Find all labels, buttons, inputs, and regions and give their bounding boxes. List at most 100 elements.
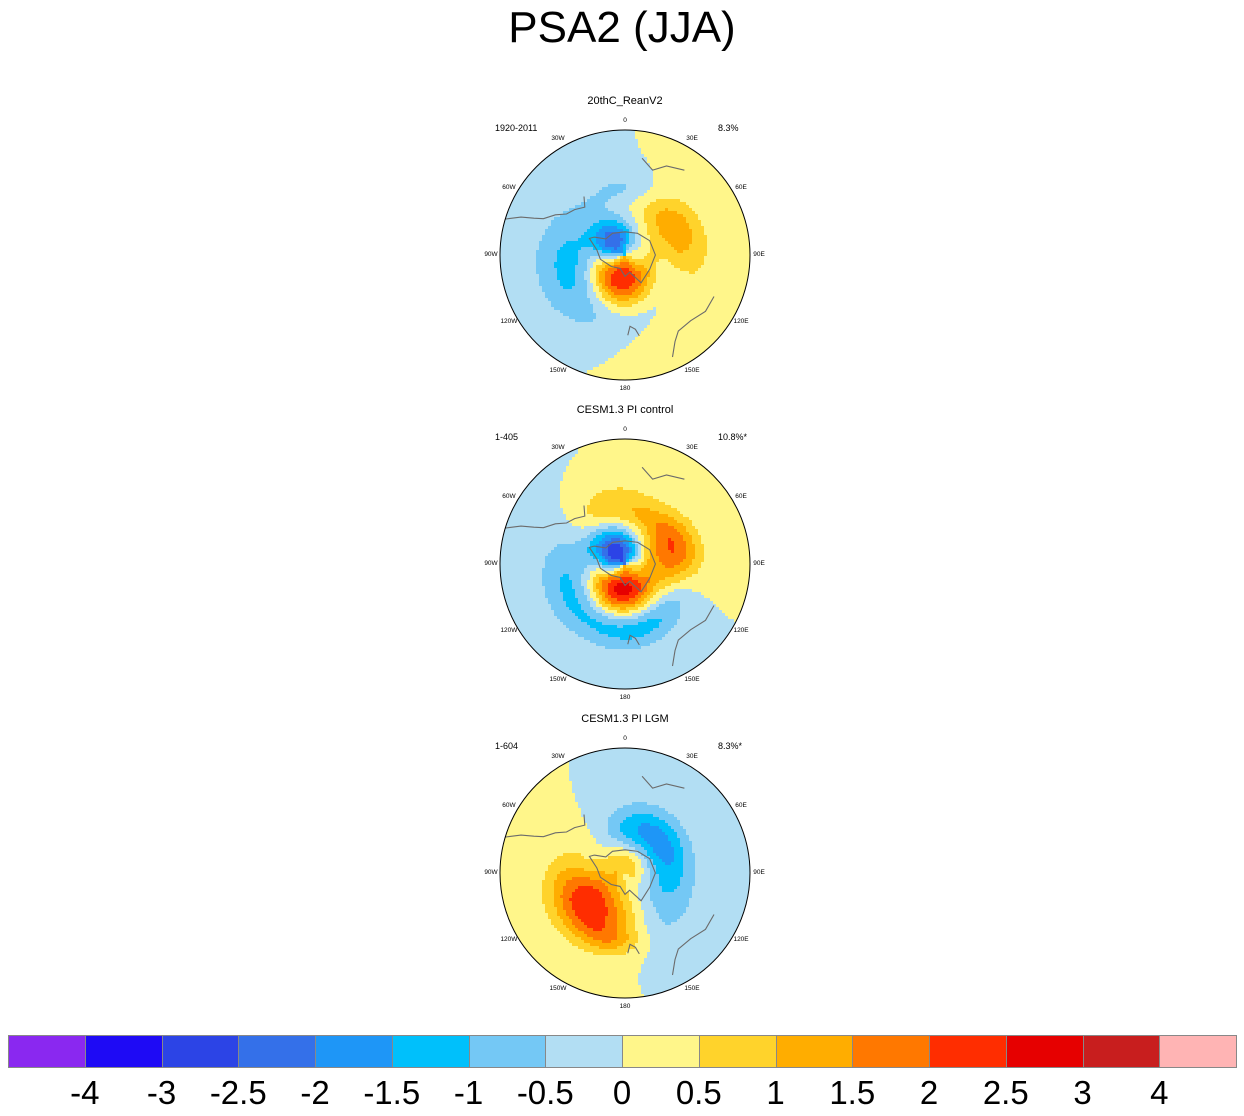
coastline <box>641 775 685 789</box>
longitude-label: 150E <box>684 676 700 684</box>
colorbar-swatch <box>622 1035 700 1068</box>
coastline <box>588 540 656 593</box>
map-panel-2: CESM1.3 PI control 1-405 10.8%* 0 30E 60E 9… <box>460 404 790 704</box>
colorbar-tick-label: 4 <box>1150 1074 1169 1111</box>
colorbar-swatch <box>1159 1035 1237 1068</box>
contour-field <box>500 130 750 380</box>
colorbar-swatch <box>775 1035 854 1068</box>
longitude-label: 120W <box>500 627 518 634</box>
longitude-label: 0 <box>623 426 627 433</box>
polar-map <box>499 747 751 999</box>
contour-field <box>500 439 750 689</box>
coastline <box>588 849 656 902</box>
longitude-label: 180 <box>619 1003 631 1010</box>
polar-map <box>499 438 751 690</box>
map-panel-1: 20thC_ReanV2 1920-2011 8.3% 0 30E 60E 90E 12… <box>460 95 790 395</box>
colorbar-tick-label: 1 <box>766 1074 785 1111</box>
colorbar-swatch <box>391 1035 470 1068</box>
longitude-label: 60W <box>502 493 516 500</box>
panel-variance: 8.3% <box>718 123 739 133</box>
longitude-label: 60W <box>502 802 516 809</box>
map-border <box>499 129 751 381</box>
coastline <box>500 505 586 539</box>
longitude-label: 30E <box>686 134 698 142</box>
panel-variance: 8.3%* <box>718 741 743 751</box>
colorbar-tick-label: 0.5 <box>675 1074 722 1111</box>
longitude-label: 150W <box>549 676 567 684</box>
figure-title: PSA2 (JJA) <box>508 3 736 52</box>
colorbar-tick-label: 1.5 <box>829 1074 876 1111</box>
map-border <box>499 747 751 999</box>
colorbar <box>8 1035 1237 1070</box>
colorbar-swatch <box>929 1035 1007 1068</box>
longitude-label: 120E <box>733 627 749 634</box>
colorbar-tick-label: 0 <box>612 1074 632 1111</box>
longitude-label: 120E <box>733 936 749 943</box>
colorbar-swatch <box>1082 1035 1161 1068</box>
longitude-label: 90W <box>484 560 498 567</box>
longitude-label: 60W <box>502 184 516 191</box>
longitude-label: 150E <box>684 985 700 993</box>
colorbar-tick-label: 2.5 <box>982 1074 1029 1111</box>
coastline <box>627 325 640 337</box>
panel-title: CESM1.3 PI control <box>576 404 674 416</box>
colorbar-tick-label: 3 <box>1073 1074 1092 1111</box>
longitude-label: 30W <box>551 752 565 760</box>
colorbar-tick-label: -2 <box>300 1074 330 1111</box>
longitude-label: 90E <box>753 251 765 258</box>
coastline <box>627 943 640 955</box>
polar-map <box>499 129 751 381</box>
colorbar-tick-label: -2.5 <box>209 1074 267 1111</box>
panel-period: 1920-2011 <box>495 123 538 133</box>
colorbar-tick-label: -3 <box>146 1074 177 1111</box>
longitude-label: 150W <box>549 985 567 993</box>
longitude-label: 120E <box>733 318 749 325</box>
longitude-label: 90E <box>753 560 765 567</box>
coastline <box>641 466 685 480</box>
colorbar-swatch <box>852 1035 930 1068</box>
colorbar-tick-label: -4 <box>70 1074 100 1111</box>
colorbar-swatch <box>468 1035 547 1068</box>
colorbar-tick-label: -0.5 <box>516 1074 574 1111</box>
longitude-label: 150W <box>549 367 567 375</box>
longitude-label: 180 <box>619 385 631 392</box>
longitude-label: 30W <box>551 443 565 451</box>
longitude-label: 30W <box>551 134 565 142</box>
longitude-label: 30E <box>686 443 698 451</box>
coastline <box>671 914 715 976</box>
longitude-label: 120W <box>500 936 518 943</box>
colorbar-tick-label: 2 <box>919 1074 939 1111</box>
colorbar-tick-label: -1.5 <box>363 1074 421 1111</box>
colorbar-swatch <box>238 1035 316 1068</box>
colorbar-swatch <box>8 1035 86 1068</box>
longitude-label: 90W <box>484 251 498 258</box>
longitude-label: 90W <box>484 869 498 876</box>
map-panel-3: CESM1.3 PI LGM 1-604 8.3%* 0 30E 60E 90E 120… <box>460 713 790 1013</box>
coastline <box>671 605 715 667</box>
coastline <box>588 231 656 284</box>
panel-variance: 10.8%* <box>718 432 748 442</box>
colorbar-swatch <box>698 1035 777 1068</box>
longitude-label: 60E <box>735 184 747 191</box>
colorbar-swatch <box>161 1035 240 1068</box>
colorbar-swatch <box>1005 1035 1084 1068</box>
longitude-label: 0 <box>623 117 627 124</box>
colorbar-swatch <box>545 1035 623 1068</box>
coastline <box>500 196 586 230</box>
longitude-label: 60E <box>735 802 747 809</box>
coastline <box>627 634 640 646</box>
longitude-label: 90E <box>753 869 765 876</box>
coastline <box>500 814 586 848</box>
longitude-label: 0 <box>623 735 627 742</box>
colorbar-swatch <box>315 1035 393 1068</box>
longitude-label: 150E <box>684 367 700 375</box>
longitude-label: 120W <box>500 318 518 325</box>
longitude-label: 60E <box>735 493 747 500</box>
coastline <box>671 296 715 358</box>
panel-title: 20thC_ReanV2 <box>587 95 663 107</box>
panel-title: CESM1.3 PI LGM <box>581 713 669 725</box>
longitude-label: 30E <box>686 752 698 760</box>
map-border <box>499 438 751 690</box>
colorbar-tick-label: -1 <box>453 1074 484 1111</box>
longitude-label: 180 <box>619 694 631 701</box>
